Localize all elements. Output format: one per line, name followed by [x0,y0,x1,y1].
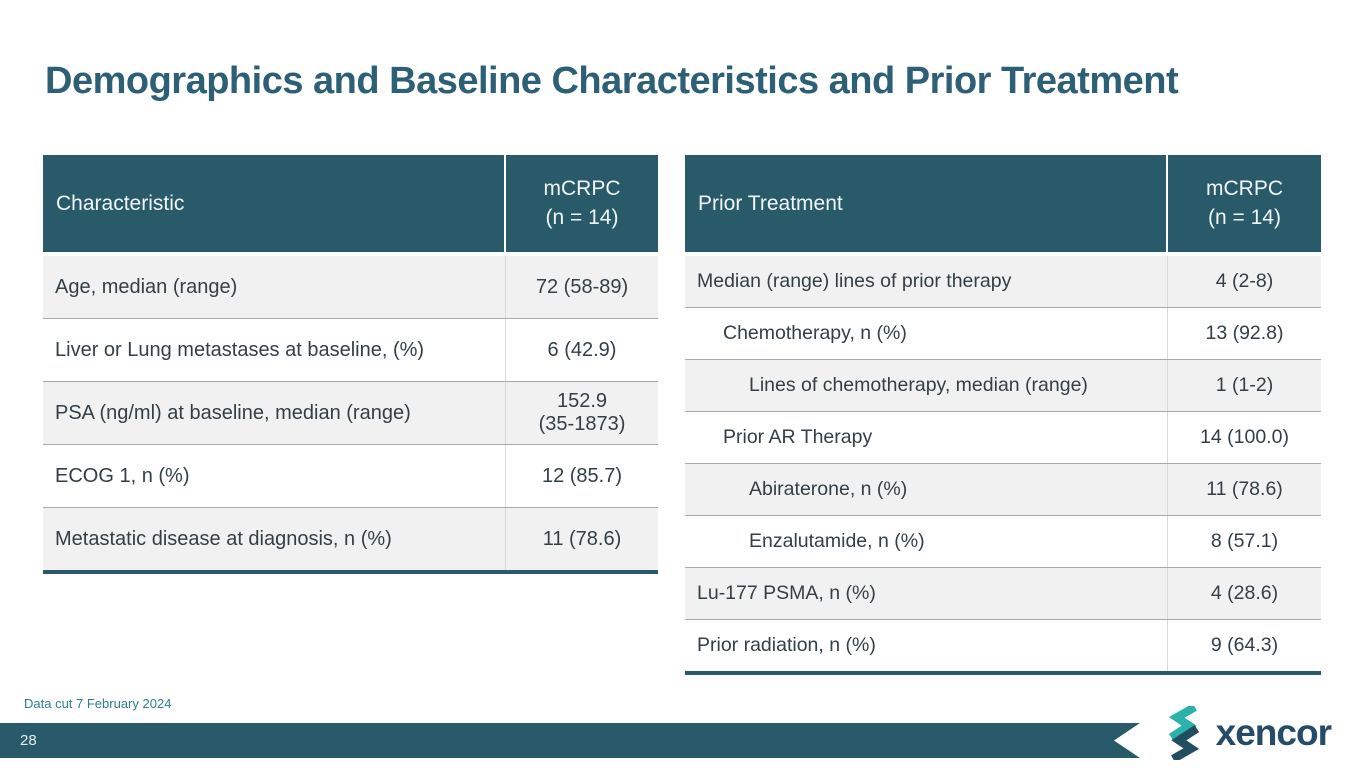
row-label: Prior AR Therapy [723,426,873,448]
characteristics-table: Characteristic mCRPC (n = 14) Age, media… [43,155,658,574]
table-row: Abiraterone, n (%) 11 (78.6) [685,463,1321,515]
row-value: 8 (57.1) [1167,516,1321,567]
row-label: PSA (ng/ml) at baseline, median (range) [55,401,411,424]
table-bottom-border [685,671,1321,675]
row-value: 4 (2-8) [1167,256,1321,307]
table-row: Age, median (range) 72 (58-89) [43,256,658,318]
column-header-prior-treatment: Prior Treatment [698,191,843,215]
characteristics-table-header: Characteristic mCRPC (n = 14) [43,155,658,256]
page-title: Demographics and Baseline Characteristic… [45,60,1179,102]
prior-treatment-table-header: Prior Treatment mCRPC (n = 14) [685,155,1321,256]
column-header-mcrpc: mCRPC (n = 14) [504,155,658,252]
table-row: Enzalutamide, n (%) 8 (57.1) [685,515,1321,567]
table-row: Metastatic disease at diagnosis, n (%) 1… [43,507,658,570]
xencor-wordmark: xencor [1215,712,1332,753]
row-label: Abiraterone, n (%) [749,478,908,500]
row-label: Lu-177 PSMA, n (%) [697,582,876,604]
mcrpc-label: mCRPC [1206,177,1283,201]
table-row: Prior radiation, n (%) 9 (64.3) [685,619,1321,671]
row-value: 72 (58-89) [505,256,658,318]
column-header-mcrpc: mCRPC (n = 14) [1166,155,1321,252]
page-number: 28 [20,732,37,749]
table-row: Liver or Lung metastases at baseline, (%… [43,318,658,381]
row-value: 6 (42.9) [505,319,658,381]
row-value: 13 (92.8) [1167,308,1321,359]
data-cut-footnote: Data cut 7 February 2024 [24,696,172,711]
table-row: Median (range) lines of prior therapy 4 … [685,256,1321,307]
xencor-logo-icon [1159,706,1209,760]
mcrpc-n-label: (n = 14) [1208,205,1281,229]
table-row: PSA (ng/ml) at baseline, median (range) … [43,381,658,444]
row-label: ECOG 1, n (%) [55,464,190,487]
column-header-characteristic: Characteristic [56,191,185,215]
mcrpc-label: mCRPC [543,177,621,201]
row-value: 12 (85.7) [505,445,658,507]
row-label: Lines of chemotherapy, median (range) [749,374,1088,396]
mcrpc-n-label: (n = 14) [545,205,619,229]
table-bottom-border [43,570,658,574]
row-value: 11 (78.6) [1167,464,1321,515]
row-value: 1 (1-2) [1167,360,1321,411]
footer-bar: 28 [0,723,1140,758]
row-label: Prior radiation, n (%) [697,634,876,656]
row-label: Age, median (range) [55,275,238,298]
row-value: 9 (64.3) [1167,620,1321,671]
prior-treatment-table: Prior Treatment mCRPC (n = 14) Median (r… [685,155,1321,675]
row-value: 152.9 (35-1873) [505,382,658,444]
row-label: Liver or Lung metastases at baseline, (%… [55,338,425,361]
table-row: Lu-177 PSMA, n (%) 4 (28.6) [685,567,1321,619]
xencor-logo: xencor [1159,702,1332,764]
table-row: ECOG 1, n (%) 12 (85.7) [43,444,658,507]
row-label: Median (range) lines of prior therapy [697,270,1012,292]
table-row: Lines of chemotherapy, median (range) 1 … [685,359,1321,411]
row-value: 4 (28.6) [1167,568,1321,619]
row-label: Chemotherapy, n (%) [723,322,907,344]
row-value: 14 (100.0) [1167,412,1321,463]
table-row: Chemotherapy, n (%) 13 (92.8) [685,307,1321,359]
row-value: 11 (78.6) [505,508,658,570]
row-label: Enzalutamide, n (%) [749,530,925,552]
table-row: Prior AR Therapy 14 (100.0) [685,411,1321,463]
row-label: Metastatic disease at diagnosis, n (%) [55,527,392,550]
